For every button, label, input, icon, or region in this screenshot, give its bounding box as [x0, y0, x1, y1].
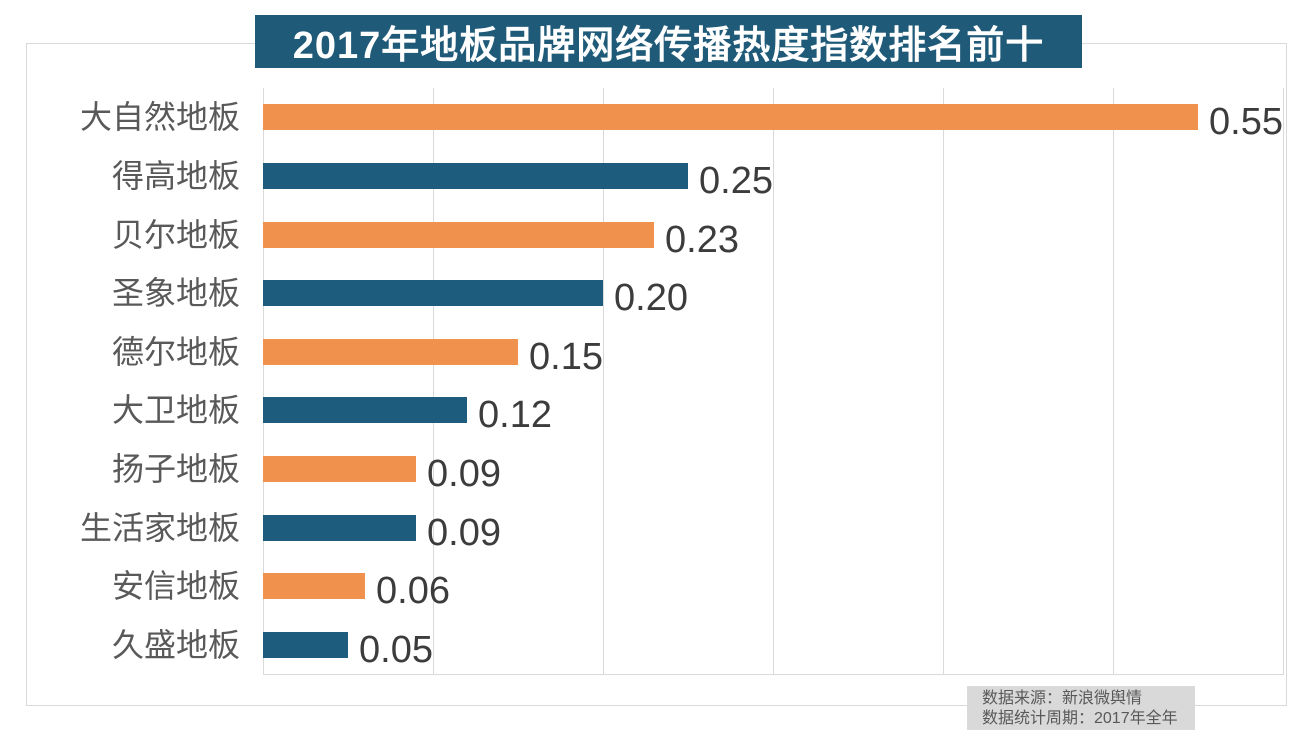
bar-久盛地板 [263, 631, 348, 658]
bar-贝尔地板 [263, 221, 654, 248]
category-label: 扬子地板 [111, 450, 240, 487]
value-label: 0.09 [427, 511, 501, 554]
value-label: 0.05 [359, 628, 433, 671]
category-label: 大卫地板 [111, 392, 240, 429]
bar-生活家地板 [263, 514, 416, 541]
category-label: 生活家地板 [79, 509, 240, 546]
value-label: 0.15 [529, 335, 603, 378]
category-label: 大自然地板 [79, 99, 240, 136]
x-gridline [773, 88, 774, 674]
value-label: 0.25 [699, 159, 773, 202]
bar-扬子地板 [263, 455, 416, 482]
value-label: 0.55 [1209, 101, 1283, 144]
chart-title: 2017年地板品牌网络传播热度指数排名前十 [292, 25, 1045, 67]
bar-大自然地板 [263, 104, 1198, 131]
bar-得高地板 [263, 162, 688, 189]
x-gridline [433, 88, 434, 674]
value-label: 0.20 [614, 277, 688, 320]
bar-大卫地板 [263, 397, 467, 424]
x-axis-line [263, 674, 1284, 675]
source-note-box: 数据来源：新浪微舆情 数据统计周期：2017年全年 [967, 686, 1195, 730]
category-label: 德尔地板 [111, 333, 240, 370]
category-label: 久盛地板 [111, 626, 240, 663]
x-gridline [1113, 88, 1114, 674]
x-gridline [943, 88, 944, 674]
x-gridline [1283, 88, 1284, 674]
value-label: 0.06 [376, 570, 450, 613]
category-label: 圣象地板 [111, 275, 240, 312]
source-note-line1: 数据来源：新浪微舆情 [982, 690, 1143, 707]
value-label: 0.09 [427, 452, 501, 495]
value-label: 0.12 [478, 394, 552, 437]
chart-title-banner: 2017年地板品牌网络传播热度指数排名前十 [255, 15, 1082, 68]
source-note-line2: 数据统计周期：2017年全年 [982, 710, 1178, 727]
bar-德尔地板 [263, 338, 518, 365]
category-label: 得高地板 [111, 157, 240, 194]
category-label: 安信地板 [111, 568, 240, 605]
y-axis-line [263, 88, 264, 674]
bar-圣象地板 [263, 280, 603, 307]
x-gridline [603, 88, 604, 674]
value-label: 0.23 [665, 218, 739, 261]
category-label: 贝尔地板 [111, 216, 240, 253]
bar-安信地板 [263, 573, 365, 600]
